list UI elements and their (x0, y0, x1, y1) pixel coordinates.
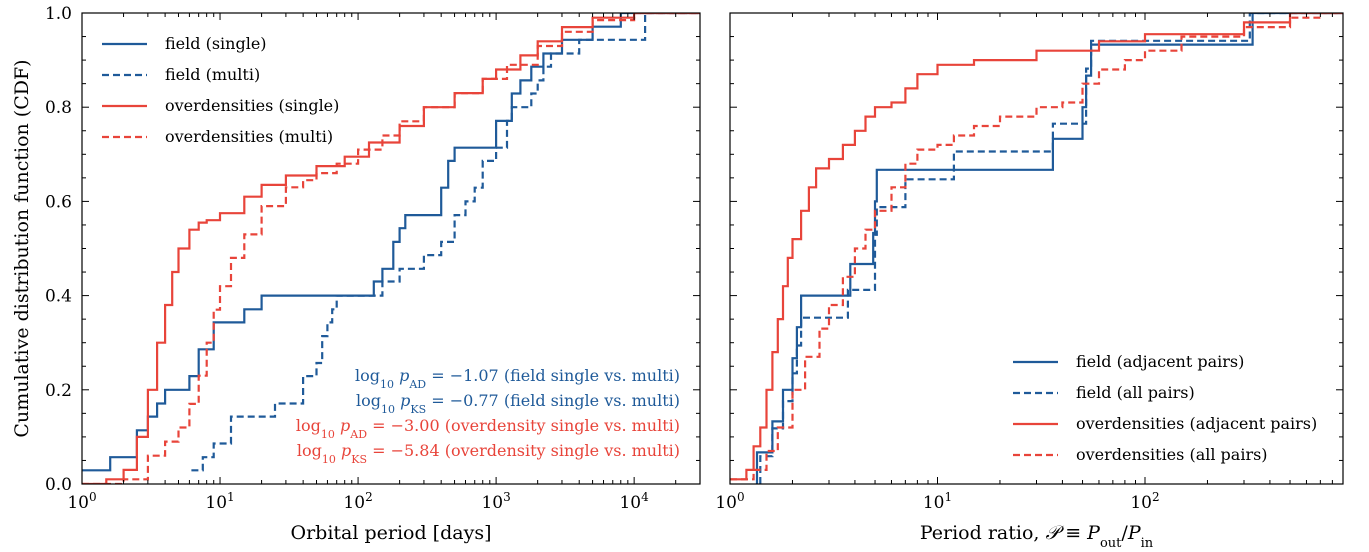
x-tick-label: 100 (67, 490, 96, 513)
y-axis-label: Cumulative distribution function (CDF) (11, 59, 33, 437)
x-tick-label: 102 (343, 490, 372, 513)
y-tick-label: 0.6 (45, 192, 72, 212)
y-tick-label: 1.0 (45, 4, 72, 24)
x-tick-label: 104 (619, 490, 649, 513)
y-tick-label: 0.4 (45, 287, 72, 307)
legend-label: overdensities (multi) (165, 127, 333, 146)
x-tick-label: 103 (481, 490, 510, 513)
x-axis-label: Orbital period [days] (291, 522, 492, 544)
series-line-field-multi- (191, 13, 700, 472)
series-line-overdensities-single- (82, 13, 700, 484)
legend-label: field (all pairs) (1076, 383, 1195, 402)
legend-label: field (single) (165, 34, 267, 53)
series-line-overdensities-multi- (82, 13, 700, 484)
series-line-field-adjacent-pairs- (755, 13, 1343, 484)
legend: field (single) field (multi) overdensities… (102, 34, 339, 146)
legend-label: field (adjacent pairs) (1076, 352, 1244, 371)
legend: field (adjacent pairs) field (all pairs) o… (1013, 352, 1317, 464)
x-tick-label: 102 (1130, 490, 1159, 513)
stat-annotation: log10 pKS = −0.77 (field single vs. mult… (356, 391, 680, 416)
series-group (730, 13, 1343, 484)
series-line-overdensities-adjacent-pairs- (730, 13, 1343, 481)
legend-label: field (multi) (165, 65, 260, 84)
stat-annotation: log10 pAD = −3.00 (overdensity single vs… (296, 416, 680, 441)
y-tick-label: 0.2 (45, 381, 72, 401)
x-axis-label: Period ratio, 𝒫 ≡ Pout/Pin (920, 522, 1154, 551)
legend-label: overdensities (adjacent pairs) (1076, 414, 1317, 433)
series-group (82, 13, 700, 484)
x-tick-label: 101 (923, 490, 952, 513)
series-line-field-single- (82, 13, 700, 472)
legend-label: overdensities (all pairs) (1076, 445, 1268, 464)
series-line-overdensities-all-pairs- (730, 13, 1343, 481)
legend-label: overdensities (single) (165, 96, 339, 115)
series-line-field-all-pairs- (759, 13, 1343, 484)
left-panel-orbital-period: 100 101 102 103 104 0.0 0.2 0.4 0.6 0.8 1.0 Orbital… (11, 4, 701, 544)
x-tick-label: 101 (205, 490, 234, 513)
x-tick-label: 100 (715, 490, 744, 513)
y-tick-label: 0.8 (45, 98, 72, 118)
stat-annotation: log10 pKS = −5.84 (overdensity single vs… (297, 441, 680, 466)
y-tick-label: 0.0 (45, 475, 72, 495)
right-panel-period-ratio: 100 101 102 Period ratio, 𝒫 ≡ Pout/Pin field… (715, 12, 1344, 551)
stat-annotation: log10 pAD = −1.07 (field single vs. mult… (355, 366, 680, 391)
